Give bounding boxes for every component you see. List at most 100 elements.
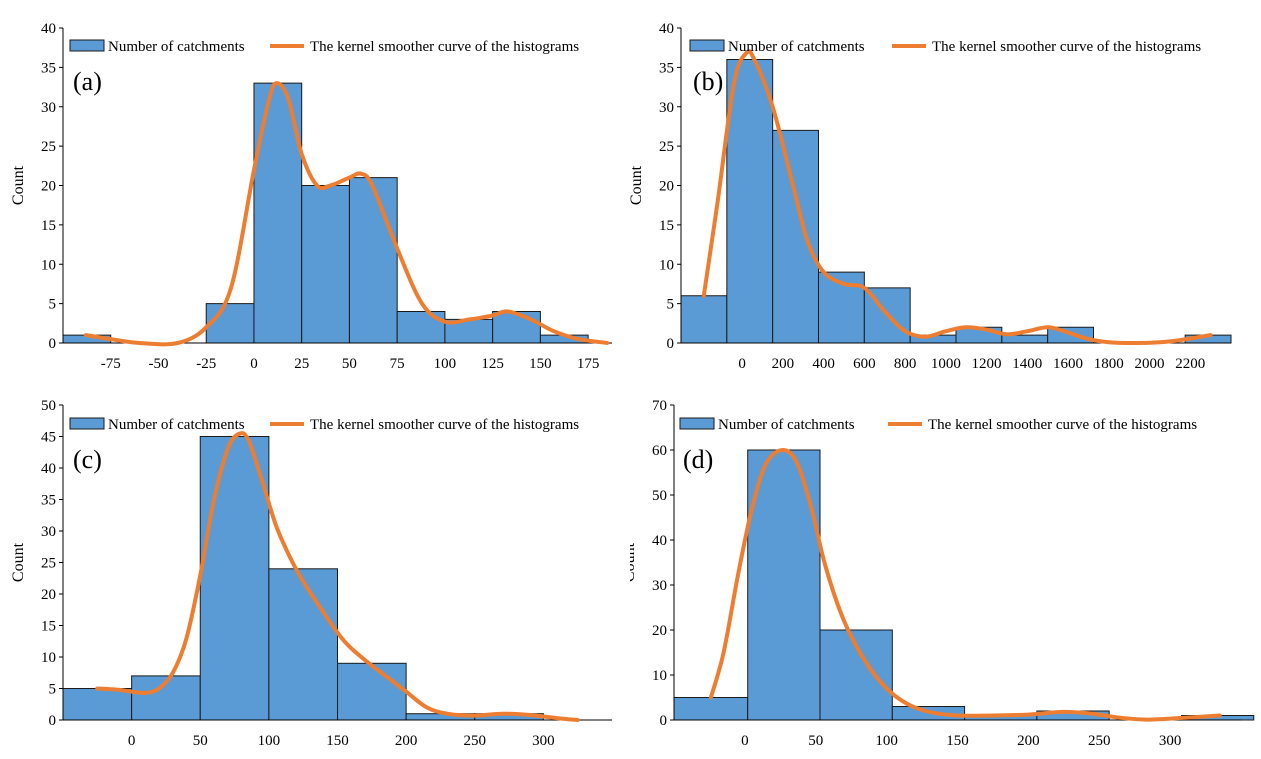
y-tick-label: 5 [49,682,57,698]
legend-bar-swatch [689,39,725,52]
x-tick-label: 50 [193,733,208,749]
legend-curve-label: The kernel smoother curve of the histogr… [928,417,1197,433]
x-tick-label: 175 [577,356,600,372]
legend-curve-label: The kernel smoother curve of the histogr… [310,39,579,55]
y-tick-label: 5 [49,297,57,313]
legend-bar-label: Number of catchments [108,417,245,433]
y-axis-title: Count [10,542,27,582]
y-tick-label: 0 [660,713,668,729]
legend-bar-label: Number of catchments [728,39,865,55]
x-tick-label: 300 [532,733,555,749]
y-tick-label: 30 [659,100,674,116]
x-tick-label: 1600 [1053,356,1083,372]
y-tick-label: 10 [41,257,56,273]
y-tick-label: 0 [667,336,675,352]
x-tick-label: 600 [853,356,876,372]
histogram-bar [726,59,774,344]
chart-panel-a: 0 5 10 15 20 25 30 35 40 Count -75 -50 -25 0 25 50 75 100… [0,0,625,375]
y-tick-label: 30 [41,524,56,540]
y-tick-label: 25 [41,139,56,155]
y-tick-label: 20 [41,587,56,603]
kernel-smoother-curve [708,448,1222,722]
legend-bar-swatch [69,39,105,52]
x-tick-label: 250 [1088,733,1111,749]
histogram-bar [301,185,350,344]
x-tick-label: 1000 [931,356,961,372]
x-tick-label: 100 [258,733,281,749]
x-tick-label: -50 [148,356,168,372]
legend-bar-label: Number of catchments [108,39,245,55]
x-tick-label: 50 [342,356,357,372]
y-tick-label: 30 [652,578,667,594]
x-tick-label: 150 [946,733,969,749]
x-tick-label: 1200 [972,356,1002,372]
y-tick-label: 60 [652,443,667,459]
panel-label: (b) [693,67,723,96]
legend-bar-swatch [679,417,715,430]
y-tick-label: 45 [41,430,56,446]
legend-bar-swatch [69,417,105,430]
x-tick-label: 0 [741,733,749,749]
histogram-bar [1001,334,1049,344]
x-tick-label: -75 [101,356,121,372]
x-tick-label: 2200 [1175,356,1205,372]
x-tick-label: 400 [812,356,835,372]
x-tick-label: -25 [196,356,216,372]
kernel-smoother-curve [701,49,1213,346]
chart-panel-c: 0 5 10 15 20 25 30 35 40 45 50 Count 0 50 100 150 200 250… [0,380,625,759]
histogram-bar [268,568,338,721]
histogram-c: 0 5 10 15 20 25 30 35 40 45 50 Count 0 50 100 150 200 250… [10,398,612,749]
x-tick-label: 50 [808,733,823,749]
x-tick-label: 150 [529,356,552,372]
y-tick-label: 35 [41,493,56,509]
histogram-bar [492,311,541,344]
histogram-bar [396,311,446,344]
panel-label: (c) [73,445,102,474]
y-tick-label: 40 [41,461,56,477]
y-tick-label: 20 [659,179,674,195]
legend-curve-label: The kernel smoother curve of the histogr… [932,39,1201,55]
histogram-d: 0 10 20 30 40 50 60 70 Count 0 50 100 150 200 250 300 Nu… [630,398,1255,749]
kernel-smoother-curve [83,81,610,347]
x-tick-label: 200 [772,356,795,372]
legend-bar-label: Number of catchments [718,417,855,433]
y-tick-label: 30 [41,100,56,116]
y-tick-label: 15 [41,218,56,234]
chart-panel-d: 0 10 20 30 40 50 60 70 Count 0 50 100 150 200 250 300 Nu… [630,380,1261,759]
y-tick-label: 40 [41,21,56,37]
x-tick-label: 100 [434,356,457,372]
y-tick-label: 25 [659,139,674,155]
y-axis-title: Count [630,542,638,582]
y-tick-label: 10 [652,668,667,684]
x-tick-label: 250 [464,733,487,749]
x-tick-label: 125 [481,356,504,372]
y-tick-label: 40 [659,21,674,37]
histogram-b: 0 5 10 15 20 25 30 35 40 Count 0 200 400 600 800 1000 12… [630,21,1232,372]
histogram-bar [199,436,270,721]
x-tick-label: 1800 [1094,356,1124,372]
x-tick-label: 100 [875,733,898,749]
histogram-bar [772,129,820,344]
x-tick-label: 1400 [1012,356,1042,372]
panel-label: (d) [683,445,713,474]
y-tick-label: 25 [41,556,56,572]
y-axis-title: Count [630,165,645,205]
histogram-bar [673,697,749,721]
x-tick-label: 0 [250,356,258,372]
y-tick-label: 70 [652,398,667,414]
x-tick-label: 200 [395,733,418,749]
x-tick-label: 0 [128,733,136,749]
panel-label: (a) [73,67,102,96]
histogram-bar [337,662,407,721]
y-tick-label: 50 [652,488,667,504]
y-tick-label: 40 [652,533,667,549]
chart-panel-b: 0 5 10 15 20 25 30 35 40 Count 0 200 400 600 800 1000 12… [630,0,1261,375]
y-tick-label: 0 [49,336,57,352]
y-tick-label: 15 [41,619,56,635]
y-tick-label: 20 [41,179,56,195]
x-tick-label: 200 [1017,733,1040,749]
y-tick-label: 50 [41,398,56,414]
y-tick-label: 20 [652,623,667,639]
y-axis-title: Count [10,165,27,205]
y-tick-label: 35 [659,60,674,76]
